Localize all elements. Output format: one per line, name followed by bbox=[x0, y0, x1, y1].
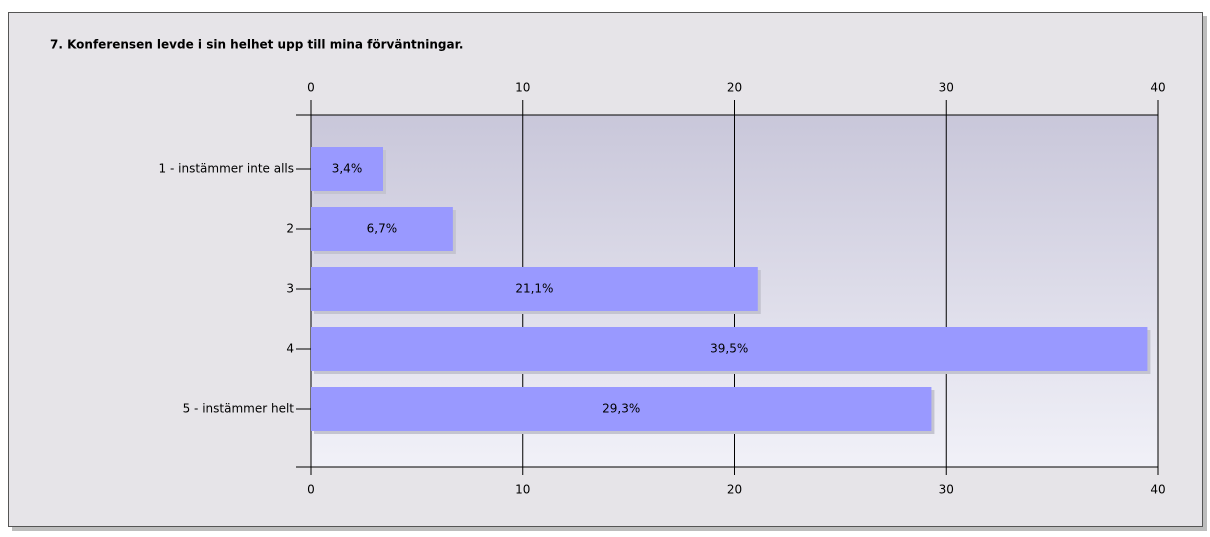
x-tick-label-top: 10 bbox=[515, 81, 530, 95]
x-tick-label-bottom: 30 bbox=[939, 483, 954, 497]
value-label: 21,1% bbox=[515, 282, 553, 296]
y-tick-label: 3 bbox=[286, 282, 294, 296]
y-tick-label: 1 - instämmer inte alls bbox=[159, 162, 294, 176]
x-tick-label-bottom: 10 bbox=[515, 483, 530, 497]
x-tick-label-top: 20 bbox=[727, 81, 742, 95]
y-tick-label: 4 bbox=[286, 342, 294, 356]
value-label: 29,3% bbox=[602, 402, 640, 416]
x-tick-label-top: 30 bbox=[939, 81, 954, 95]
bar bbox=[311, 327, 1148, 371]
x-tick-label-bottom: 40 bbox=[1150, 483, 1165, 497]
y-tick-label: 2 bbox=[286, 222, 294, 236]
chart-title: 7. Konferensen levde i sin helhet upp ti… bbox=[50, 38, 463, 52]
bar bbox=[311, 207, 453, 251]
bar bbox=[311, 147, 383, 191]
x-tick-label-bottom: 0 bbox=[307, 483, 315, 497]
value-label: 3,4% bbox=[332, 162, 363, 176]
x-tick-label-top: 0 bbox=[307, 81, 315, 95]
y-tick-label: 5 - instämmer helt bbox=[183, 402, 295, 416]
value-label: 39,5% bbox=[710, 342, 748, 356]
value-label: 6,7% bbox=[367, 222, 398, 236]
x-tick-label-top: 40 bbox=[1150, 81, 1165, 95]
x-tick-label-bottom: 20 bbox=[727, 483, 742, 497]
bar bbox=[311, 267, 758, 311]
bar bbox=[311, 387, 932, 431]
